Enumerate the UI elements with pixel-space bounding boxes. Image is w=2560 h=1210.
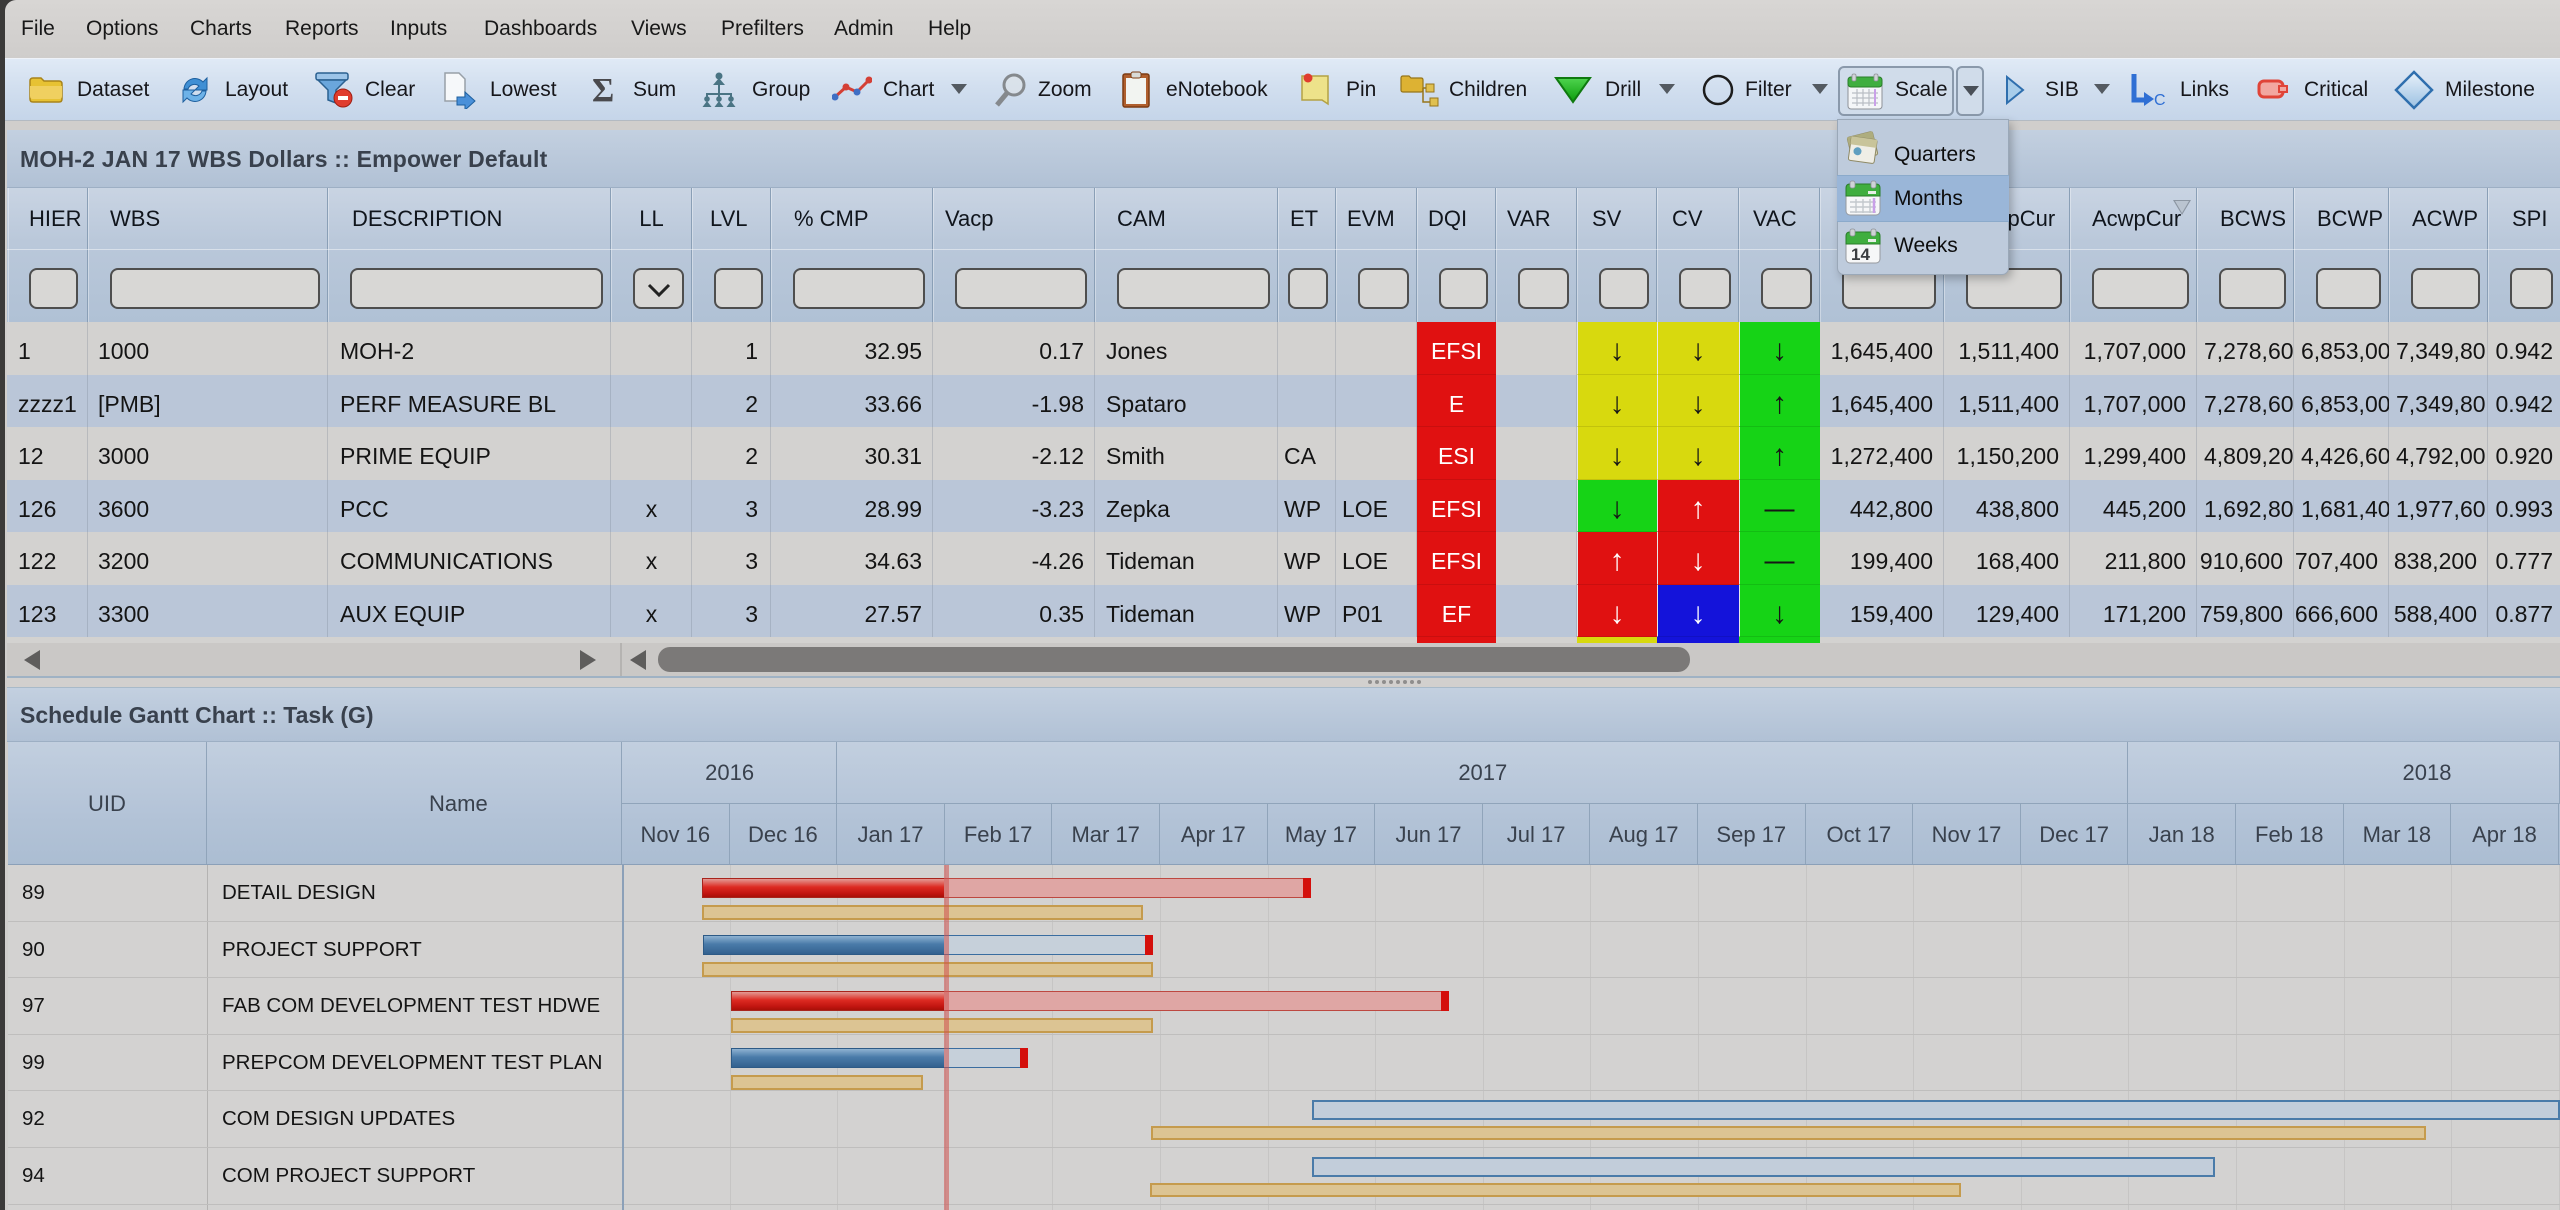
svg-text:14: 14 — [1851, 245, 1870, 264]
svg-text:Σ: Σ — [592, 73, 614, 107]
svg-text:C: C — [2154, 92, 2166, 108]
